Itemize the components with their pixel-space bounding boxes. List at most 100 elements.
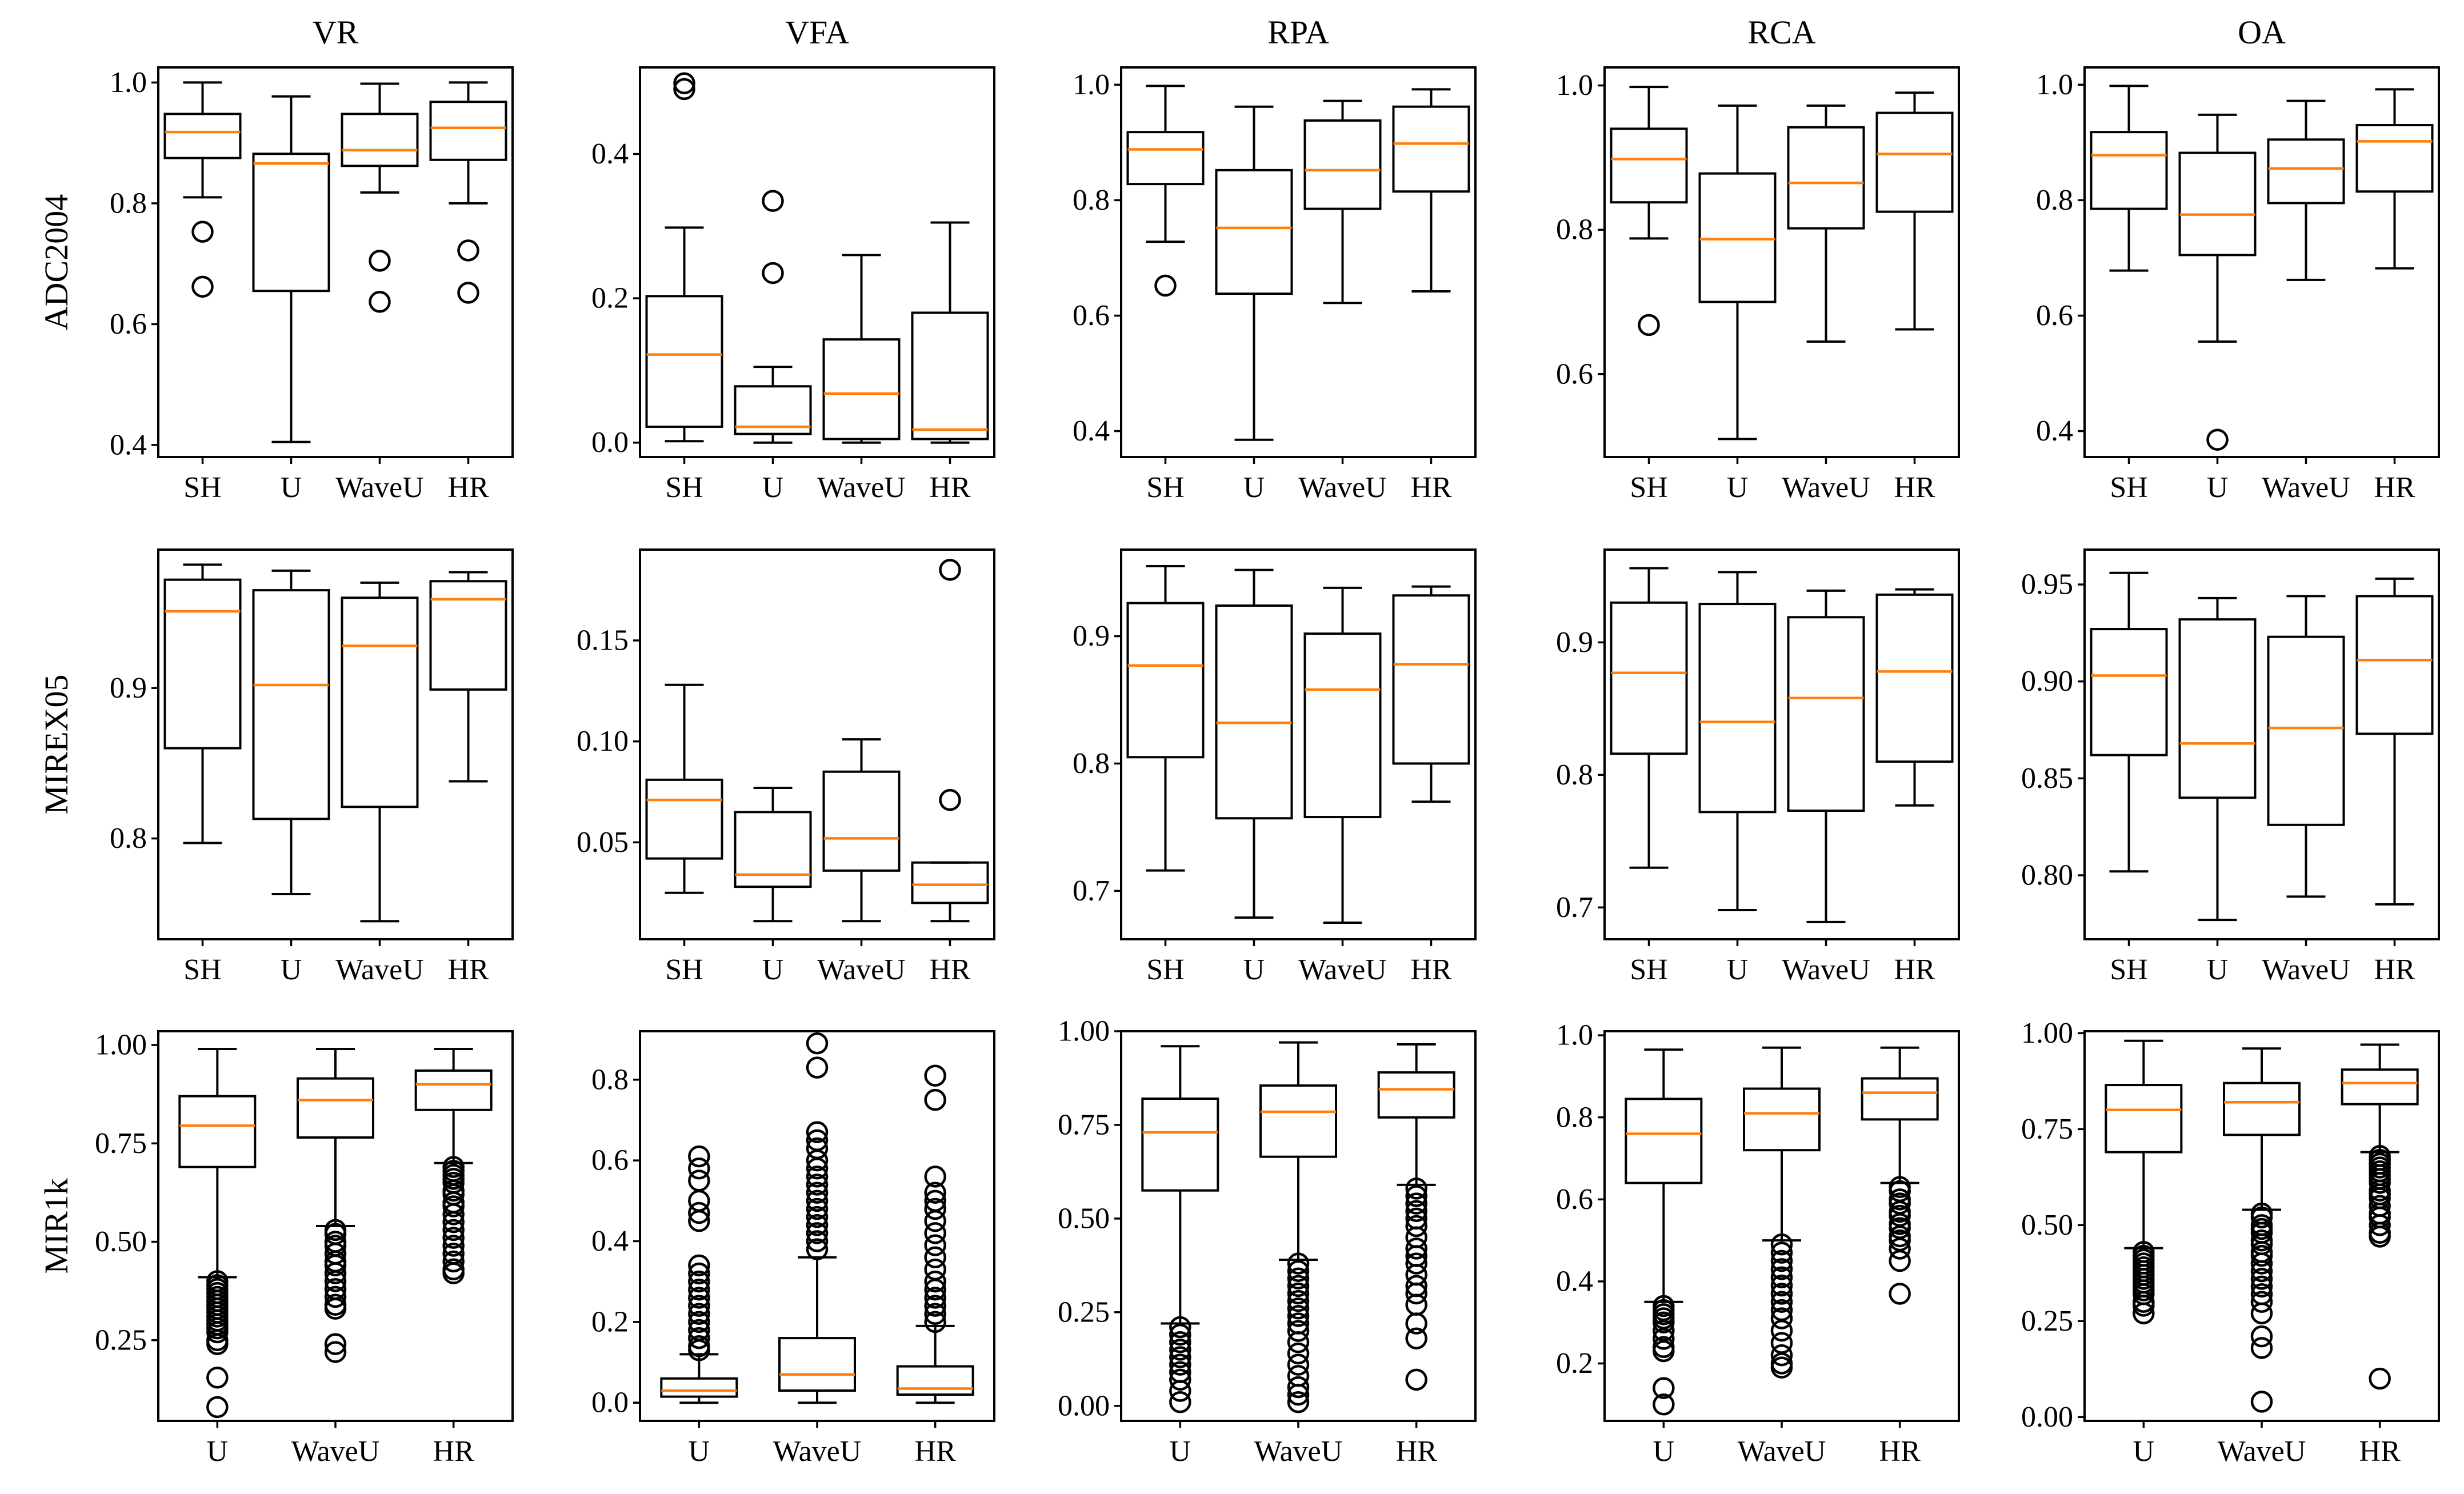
box-u [2178, 596, 2257, 922]
iqr-box [341, 596, 419, 808]
x-tick-label: WaveU [335, 471, 424, 504]
outlier-point [1287, 1383, 1310, 1406]
axes-frame [2083, 1030, 2440, 1422]
outlier-point [688, 1295, 710, 1317]
box-waveu [297, 1048, 374, 1363]
outlier-point [1169, 1331, 1191, 1353]
box-u [1698, 571, 1777, 911]
box-waveu [2267, 99, 2345, 281]
box-waveu [778, 1032, 856, 1404]
y-tick-label: 0.4 [1556, 1265, 1593, 1297]
outlier-point [324, 1297, 347, 1320]
outlier-point [1287, 1289, 1310, 1312]
panel-adc2004-vr: 0.4 0.6 0.8 1.0 SH U WaveU HR VR ADC2004 [38, 14, 514, 504]
outlier-point [442, 1195, 465, 1217]
outlier-point [924, 1064, 946, 1087]
iqr-box [297, 1077, 374, 1139]
outlier-point [1287, 1252, 1310, 1275]
x-tick-label: WaveU [1298, 471, 1387, 504]
outlier-point [1889, 1283, 1911, 1305]
box-hr [1392, 585, 1470, 803]
x-tick-label: HR [1410, 954, 1452, 986]
outlier-point [2250, 1337, 2273, 1359]
outlier-point [1169, 1323, 1191, 1346]
outlier-point [924, 1303, 946, 1325]
iqr-box [1392, 594, 1470, 765]
y-tick-label: 0.25 [95, 1324, 147, 1356]
y-tick-label: 0.50 [1058, 1202, 1110, 1235]
box-u [1625, 1048, 1703, 1416]
outlier-point [1638, 314, 1660, 337]
axes-frame [1120, 66, 1477, 458]
y-tick-label: 0.0 [591, 426, 629, 459]
panel-adc2004-vfa: 0.0 0.2 0.4 SH U WaveU HR VFA [591, 14, 995, 504]
box-u [1141, 1045, 1219, 1413]
iqr-box [414, 1069, 493, 1111]
outlier-point [1653, 1328, 1675, 1350]
outlier-point [1770, 1291, 1793, 1313]
x-tick-label: SH [183, 954, 221, 986]
iqr-box [896, 1365, 974, 1396]
outlier-point [2250, 1302, 2273, 1325]
iqr-box [1875, 593, 1954, 763]
panel-mirex05-vfa: 0.05 0.10 0.15 SH U WaveU HR [577, 548, 995, 986]
outlier-point [1287, 1275, 1310, 1297]
outlier-point [1405, 1264, 1427, 1286]
y-tick-label: 0.95 [2021, 568, 2073, 601]
outlier-point [1405, 1252, 1427, 1275]
y-tick-label: 0.8 [1556, 759, 1593, 791]
outlier-point [2369, 1172, 2391, 1194]
x-tick-label: SH [1146, 954, 1184, 986]
box-waveu [822, 738, 901, 923]
y-tick-label: 0.2 [591, 1305, 629, 1338]
panel-mirex05-rpa: 0.7 0.8 0.9 SH U WaveU HR [1073, 548, 1477, 986]
x-tick-label: U [2207, 471, 2229, 504]
y-tick-label: 0.6 [1073, 299, 1110, 332]
outlier-point [1169, 1339, 1191, 1361]
x-tick-label: WaveU [1738, 1435, 1826, 1468]
outlier-point [806, 1165, 829, 1188]
panel-mir1k-vr: 0.25 0.50 0.75 1.00 U WaveU HR MIR1k [38, 1029, 514, 1468]
x-tick-label: SH [1630, 471, 1667, 504]
iqr-box [2355, 124, 2434, 193]
outlier-point [1169, 1380, 1191, 1402]
outlier-point [369, 250, 391, 272]
outlier-point [1169, 1316, 1191, 1339]
outlier-point [191, 221, 214, 243]
x-tick-label: WaveU [2262, 471, 2350, 504]
x-tick-label: U [1170, 1435, 1191, 1468]
iqr-box [1215, 169, 1293, 295]
outlier-point [1653, 1340, 1675, 1363]
iqr-box [1215, 604, 1293, 820]
x-tick-label: HR [447, 954, 489, 986]
iqr-box [2223, 1082, 2301, 1136]
outlier-point [673, 78, 695, 101]
box-waveu [1787, 104, 1865, 343]
box-waveu [341, 581, 419, 923]
x-tick-label: U [2207, 954, 2229, 986]
x-tick-label: HR [2359, 1435, 2401, 1468]
outlier-point [1889, 1249, 1911, 1272]
outlier-point [1653, 1311, 1675, 1333]
box-sh [163, 81, 242, 298]
outlier-point [2369, 1225, 2391, 1248]
y-tick-label: 1.00 [1058, 1015, 1110, 1048]
y-tick-label: 0.8 [591, 1063, 629, 1096]
y-tick-label: 0.15 [577, 624, 629, 657]
panel-mir1k-rpa: 0.00 0.25 0.50 0.75 1.00 U WaveU HR [1058, 1015, 1477, 1468]
y-tick-label: 0.6 [110, 308, 147, 341]
box-sh [645, 683, 723, 894]
y-tick-label: 1.0 [1073, 69, 1110, 101]
box-u [1215, 568, 1293, 919]
outlier-point [806, 1230, 829, 1252]
x-tick-label: U [1243, 954, 1265, 986]
axes-frame [2083, 66, 2440, 458]
y-tick-label: 0.80 [2021, 859, 2073, 892]
box-sh [2090, 85, 2168, 272]
outlier-point [1770, 1249, 1793, 1272]
panel-mirex05-vr: 0.8 0.9 SH U WaveU HR MIREX05 [38, 548, 514, 986]
panel-adc2004-oa: 0.4 0.6 0.8 1.0 SH U WaveU HR OA [2036, 14, 2440, 504]
outlier-point [924, 1279, 946, 1301]
iqr-box [1303, 119, 1382, 210]
box-sh [645, 72, 723, 443]
